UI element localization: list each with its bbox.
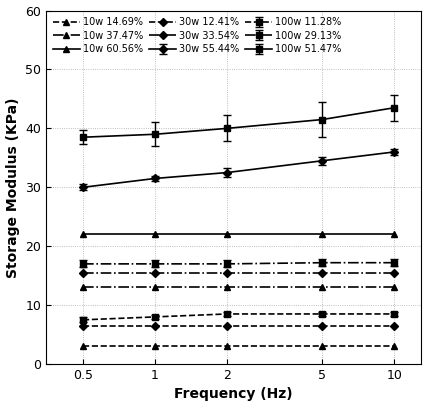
- 30w 12.41%: [80, 323, 85, 328]
- 30w 33.54%: [224, 270, 229, 275]
- Line: 30w 12.41%: 30w 12.41%: [80, 323, 396, 328]
- 10w 37.47%: [391, 285, 396, 290]
- 30w 12.41%: [319, 323, 324, 328]
- Legend: 10w 14.69%, 10w 37.47%, 10w 60.56%, 30w 12.41%, 30w 33.54%, 30w 55.44%, 100w 11.: 10w 14.69%, 10w 37.47%, 10w 60.56%, 30w …: [51, 15, 343, 56]
- 10w 37.47%: [152, 285, 157, 290]
- Y-axis label: Storage Modulus (KPa): Storage Modulus (KPa): [6, 97, 20, 278]
- 10w 60.56%: [391, 232, 396, 237]
- 30w 33.54%: [391, 270, 396, 275]
- 10w 14.69%: [80, 344, 85, 349]
- X-axis label: Frequency (Hz): Frequency (Hz): [174, 387, 292, 401]
- 30w 12.41%: [152, 323, 157, 328]
- Line: 30w 33.54%: 30w 33.54%: [80, 270, 396, 276]
- 10w 14.69%: [319, 344, 324, 349]
- Line: 10w 14.69%: 10w 14.69%: [79, 343, 397, 350]
- 10w 60.56%: [152, 232, 157, 237]
- 10w 14.69%: [224, 344, 229, 349]
- 10w 60.56%: [80, 232, 85, 237]
- 30w 33.54%: [319, 270, 324, 275]
- 30w 33.54%: [152, 270, 157, 275]
- 10w 14.69%: [152, 344, 157, 349]
- 10w 14.69%: [391, 344, 396, 349]
- 30w 12.41%: [224, 323, 229, 328]
- 30w 12.41%: [391, 323, 396, 328]
- 10w 60.56%: [224, 232, 229, 237]
- 30w 33.54%: [80, 270, 85, 275]
- 10w 37.47%: [319, 285, 324, 290]
- Line: 10w 60.56%: 10w 60.56%: [79, 231, 397, 238]
- Line: 10w 37.47%: 10w 37.47%: [79, 284, 397, 291]
- 10w 37.47%: [80, 285, 85, 290]
- 10w 60.56%: [319, 232, 324, 237]
- 10w 37.47%: [224, 285, 229, 290]
